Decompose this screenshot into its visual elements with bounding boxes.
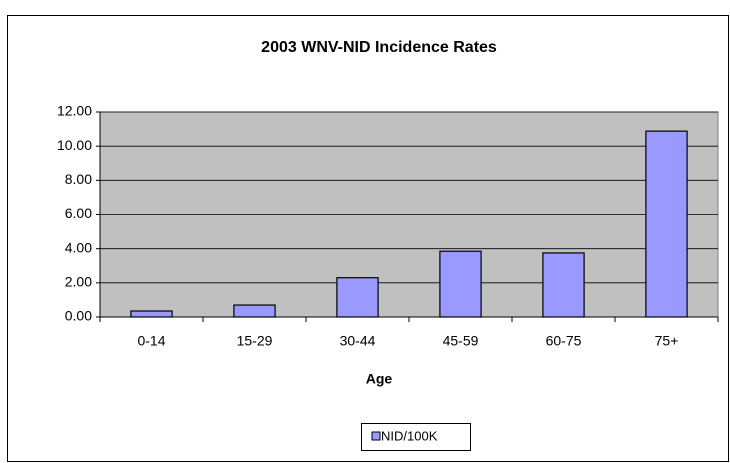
x-tick-label: 15-29 xyxy=(237,333,273,349)
x-tick-label: 60-75 xyxy=(546,333,582,349)
bar xyxy=(130,310,173,318)
bar xyxy=(439,250,482,318)
chart-title: 2003 WNV-NID Incidence Rates xyxy=(261,39,497,56)
y-tick-label: 10.00 xyxy=(57,137,92,153)
y-tick-label: 4.00 xyxy=(65,239,92,255)
y-tick-label: 8.00 xyxy=(65,171,92,187)
y-tick-label: 12.00 xyxy=(57,103,92,119)
bar xyxy=(645,130,688,318)
y-tick-label: 6.00 xyxy=(65,205,92,221)
x-tick-label: 75+ xyxy=(655,333,679,349)
y-tick-label: 2.00 xyxy=(65,274,92,290)
x-axis-label: Age xyxy=(366,371,393,387)
bar xyxy=(233,304,276,318)
bar xyxy=(542,252,585,318)
x-tick-label: 30-44 xyxy=(340,333,376,349)
legend-swatch xyxy=(371,431,381,441)
bar xyxy=(336,277,379,318)
y-tick-label: 0.00 xyxy=(65,308,92,324)
legend-label: NID/100K xyxy=(381,428,438,443)
x-tick-label: 45-59 xyxy=(443,333,479,349)
x-tick-label: 0-14 xyxy=(137,333,165,349)
